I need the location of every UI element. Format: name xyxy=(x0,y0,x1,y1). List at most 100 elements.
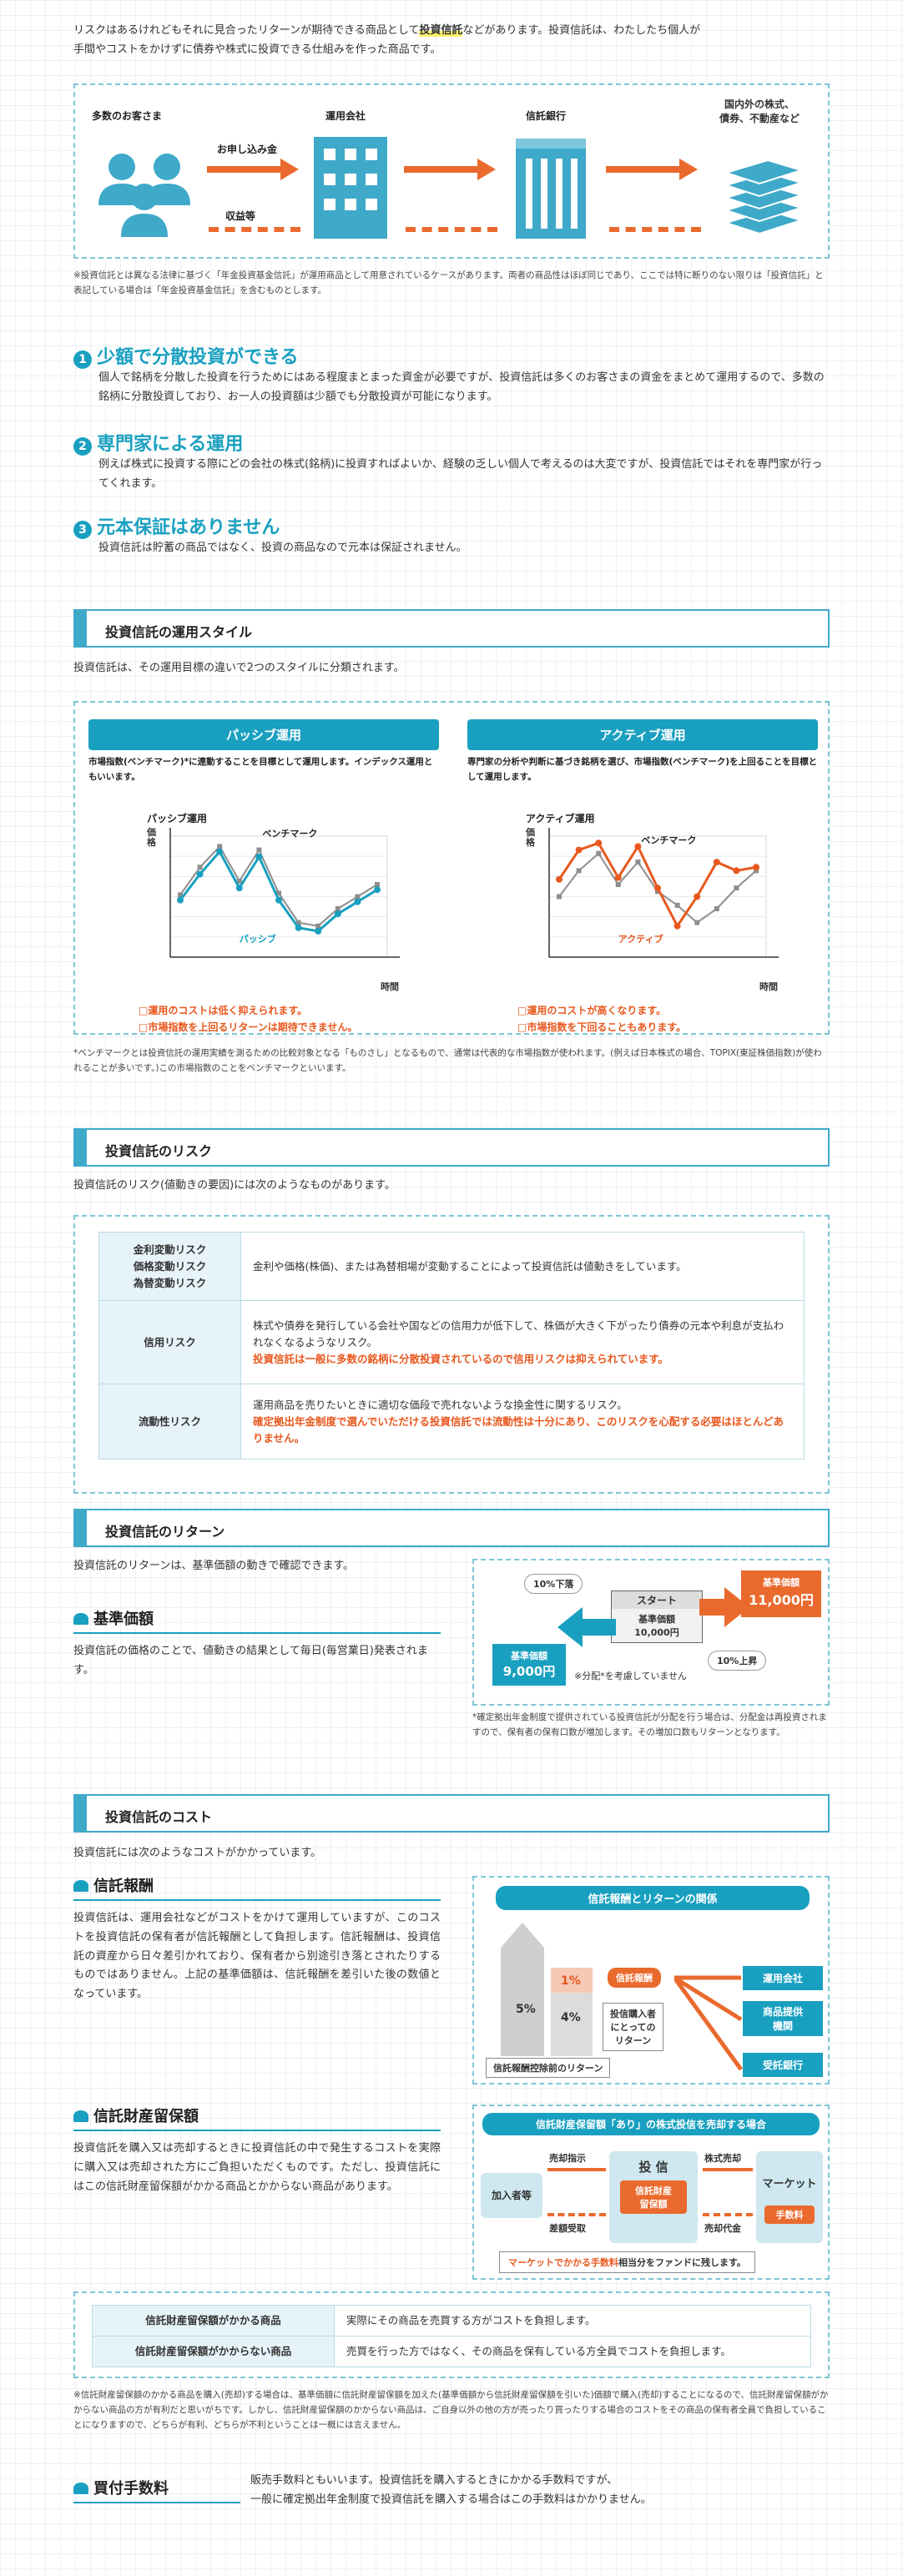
fee-desc: 投資信託は、運用会社などがコストをかけて運用していますが、このコストを投資信託の… xyxy=(73,1912,441,2000)
reserve-caption: マーケットでかかる手数料相当分をファンドに残します。 xyxy=(499,2251,755,2273)
data-point xyxy=(673,922,681,930)
data-point xyxy=(596,850,602,856)
arrow-up-icon xyxy=(699,1587,749,1627)
data-point xyxy=(674,902,680,908)
fan-arrows xyxy=(674,1975,744,2071)
data-point xyxy=(634,843,642,850)
data-point xyxy=(354,898,361,905)
section-heading: 投資信託のリターン xyxy=(73,1509,830,1547)
buy-fee-desc: 販売手数料ともいいます。投資信託を購入するときにかかる手数料ですが、 一般に確定… xyxy=(250,2474,652,2506)
data-point xyxy=(235,885,243,892)
arrow-right-icon xyxy=(207,159,299,180)
data-point xyxy=(595,839,603,847)
data-point xyxy=(334,910,341,918)
intro: リスクはあるけれどもそれに見合ったリターンが期待できる商品として投資信託などがあ… xyxy=(73,24,701,56)
data-point xyxy=(556,875,562,883)
data-point xyxy=(714,906,719,911)
data-point xyxy=(256,847,262,853)
data-point xyxy=(575,846,583,854)
subheading: 基準価額 xyxy=(73,1607,441,1634)
fee-diagram: 信託報酬とリターンの関係 5% 1% 4% 信託報酬 投信購入者 にとっての リ… xyxy=(472,1876,830,2084)
data-point xyxy=(275,896,282,904)
market-box: マーケット 手数料 xyxy=(756,2151,823,2243)
arrow-right-icon xyxy=(606,159,698,180)
data-point xyxy=(374,886,381,894)
data-point xyxy=(335,906,341,911)
passive-panel: パッシブ運用 市場指数(ベンチマーク)*に連動することを目標として運用します。イ… xyxy=(88,719,439,1033)
manager-label: 運用会社 xyxy=(325,110,366,122)
return-diagram: 10%下落 スタート 基準価額 10,000円 基準価額 9,000円 基準価額 1… xyxy=(472,1559,830,1706)
data-point xyxy=(295,924,302,931)
drop-icon xyxy=(73,1880,88,1892)
arrow-left-dashed xyxy=(209,227,300,232)
drop-icon xyxy=(73,1613,88,1625)
style-lead: 投資信託は、その運用目標の違いで2つのスタイルに分類されます。 xyxy=(73,662,405,674)
up-box: 基準価額 11,000円 xyxy=(741,1570,821,1617)
table-row: 信託財産留保額がかかる商品 実際にその商品を売買する方がコストを負担します。 xyxy=(92,2305,811,2337)
data-point xyxy=(355,894,361,900)
return-lead: 投資信託のリターンは、基準価額の動きで確認できます。 xyxy=(73,1560,355,1572)
points: 1 少額で分散投資ができる 個人で銘柄を分散した投資を行うためにはある程度まとまっ… xyxy=(73,342,830,558)
data-point xyxy=(315,927,322,935)
series-label: ベンチマーク xyxy=(641,835,696,846)
data-point xyxy=(655,889,660,895)
arrow-left-dashed xyxy=(609,227,701,232)
drop-icon xyxy=(73,2110,88,2122)
reserve-diagram: 信託財産保留額「あり」の株式投信を売却する場合 加入者等 売却指示 差額受取 投… xyxy=(472,2105,830,2280)
customers-icon xyxy=(98,154,190,237)
series-label: ベンチマーク xyxy=(262,828,317,839)
subheading: 信託報酬 xyxy=(73,1874,441,1901)
data-point xyxy=(733,867,740,875)
data-point xyxy=(197,865,203,870)
arrow-right-icon xyxy=(404,159,496,180)
customers-label: 多数のお客さま xyxy=(92,110,163,122)
data-point xyxy=(754,868,759,874)
table-row: 金利変動リスク 価格変動リスク 為替変動リスク 金利や価格(株価)、または為替相場… xyxy=(98,1232,805,1301)
risk-lead: 投資信託のリスク(値動きの要因)には次のようなものがあります。 xyxy=(73,1179,396,1192)
nav-desc: 投資信託の価格のことで、値動きの結果として毎日(毎営業日)発表されます。 xyxy=(73,1645,428,1676)
drop-icon xyxy=(73,2483,88,2494)
flow-diagram: 多数のお客さま 運用会社 信託銀行 国内外の株式、 債券、不動産など お申し込み… xyxy=(73,83,830,259)
section-heading: 投資信託の運用スタイル xyxy=(73,609,830,648)
series-label: アクティブ xyxy=(618,933,663,945)
series-label: パッシブ xyxy=(240,933,276,945)
trust-bank-label: 信託銀行 xyxy=(526,110,567,122)
data-point xyxy=(734,885,739,891)
data-point xyxy=(255,853,263,860)
flow-note: ※投資信託とは異なる法律に基づく「年金投資基金信託」が運用商品として用意されてい… xyxy=(73,270,824,295)
data-point xyxy=(276,890,281,896)
point: 2 専門家による運用 例えば株式に投資する際にどの会社の株式(銘柄)に投資すればよ… xyxy=(73,429,830,512)
data-point xyxy=(196,870,204,878)
data-point xyxy=(753,864,759,871)
bank-icon xyxy=(516,139,586,239)
data-point xyxy=(178,892,183,898)
building-icon xyxy=(314,137,387,239)
data-point xyxy=(375,882,380,887)
data-point xyxy=(217,844,223,849)
arrow-left-dashed xyxy=(406,227,497,232)
reserve-table: 信託財産留保額がかかる商品 実際にその商品を売買する方がコストを負担します。 信託… xyxy=(92,2305,811,2367)
fund-box: 投 信 信託財産 留保額 xyxy=(609,2151,698,2243)
section-heading: 投資信託のコスト xyxy=(73,1794,830,1832)
risk-panel: 金利変動リスク 価格変動リスク 為替変動リスク 金利や価格(株価)、または為替相場… xyxy=(73,1215,830,1494)
data-point xyxy=(216,848,224,855)
reserve-note: ※信託財産留保額のかかる商品を購入(売却)する場合は、基準価額に信託財産留保額を… xyxy=(73,2390,829,2430)
reserve-desc: 投資信託を購入又は売却するときに投資信託の中で発生するコストを実際に購入又は売却… xyxy=(73,2142,441,2193)
data-point xyxy=(694,920,700,925)
data-point xyxy=(177,896,184,904)
benchmark-footnote: *ベンチマークとは投資信託の運用実績を測るための比較対象となる「ものさし」となる… xyxy=(73,1048,822,1073)
data-point xyxy=(557,894,562,900)
distribution-note: *確定拠出年金制度で提供されている投資信託が分配を行う場合は、分配金は再投資され… xyxy=(472,1712,827,1737)
data-point xyxy=(694,893,701,900)
arrow-down-icon xyxy=(557,1607,616,1647)
data-point xyxy=(576,868,582,874)
risk-table: 金利変動リスク 価格変動リスク 為替変動リスク 金利や価格(株価)、または為替相場… xyxy=(98,1232,805,1459)
assets-label: 国内外の株式、 債券、不動産など xyxy=(719,98,800,124)
data-point xyxy=(295,920,301,925)
data-point xyxy=(614,874,622,881)
bar-arrow xyxy=(501,1923,593,2056)
highlight: 投資信託 xyxy=(419,24,463,37)
cost-lead: 投資信託には次のようなコストがかかっています。 xyxy=(73,1847,322,1859)
returns-label: 収益等 xyxy=(225,210,256,222)
